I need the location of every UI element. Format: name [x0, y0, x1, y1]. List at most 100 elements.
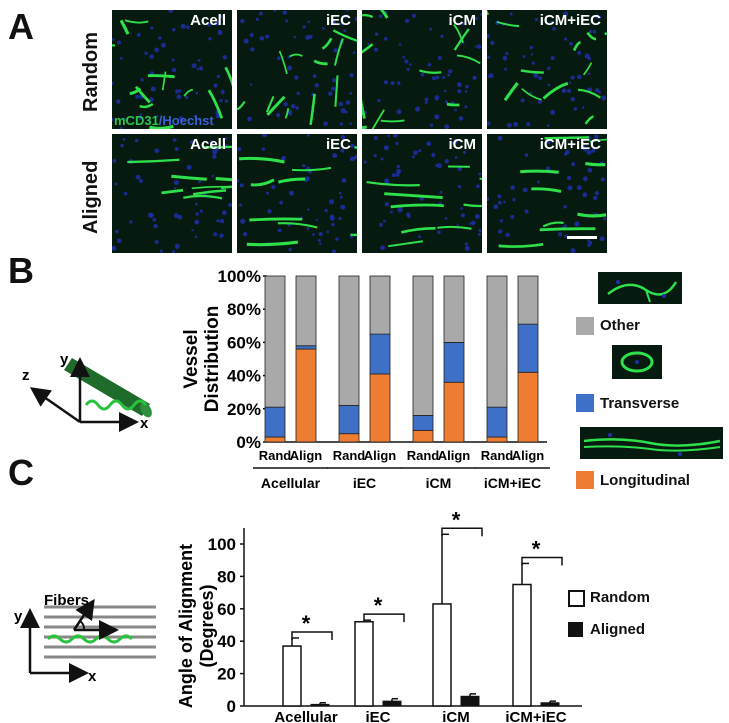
axis-label-z: z	[22, 367, 30, 384]
bar-random	[432, 603, 452, 707]
y-tick-label: 20	[217, 665, 236, 684]
micrograph-label: iCM+iEC	[539, 12, 601, 29]
bar-segment-transverse	[264, 406, 286, 438]
bar-segment-other	[443, 275, 465, 343]
legend-thumb-other	[598, 272, 682, 304]
bar-segment-other	[295, 275, 317, 347]
bar-aligned	[460, 695, 480, 707]
legend-swatch-other	[576, 317, 594, 335]
bar-segment-longitudinal	[369, 373, 391, 443]
bar-segment-longitudinal	[338, 433, 360, 443]
bar-segment-longitudinal	[486, 436, 508, 443]
x-tick-label: Rand	[481, 448, 514, 463]
x-tick-label: Rand	[407, 448, 440, 463]
significance-bracket	[521, 556, 563, 566]
micrograph-random-iec: iEC	[237, 10, 357, 129]
bar-segment-other	[412, 275, 434, 416]
legend-swatch-aligned	[568, 622, 583, 637]
row-label-random: Random	[80, 32, 102, 112]
y-tick-label: 40%	[227, 367, 261, 386]
legend-swatch-transverse	[576, 394, 594, 412]
x-tick-label: Align	[438, 448, 471, 463]
panel-letter-c: C	[8, 452, 34, 493]
wavy-vessel-icon	[84, 399, 148, 411]
bar-segment-longitudinal	[264, 436, 286, 443]
x-tick-label: iEC	[365, 709, 390, 723]
micrograph-random-icm-iec: iCM+iEC	[487, 10, 607, 129]
fiber-schematic-c: Fibers y x	[14, 592, 156, 685]
legend-thumb-transverse	[612, 345, 662, 379]
group-label: Acellular	[261, 475, 321, 491]
micrograph-label: iCM	[448, 12, 477, 29]
bar-segment-longitudinal	[295, 348, 317, 443]
micrograph-aligned-iec: iEC	[237, 134, 357, 253]
bar-segment-transverse	[443, 342, 465, 383]
bar-segment-transverse	[369, 333, 391, 375]
significance-bracket	[441, 527, 483, 537]
axis-label-y: y	[14, 608, 23, 625]
bar-segment-other	[369, 275, 391, 335]
legend-label-other: Other	[600, 317, 641, 334]
bar-segment-longitudinal	[517, 371, 539, 443]
legend-label-random: Random	[590, 589, 650, 606]
legend-label-transverse: Transverse	[600, 395, 680, 412]
y-tick-label: 100	[208, 535, 236, 554]
bar-segment-longitudinal	[412, 429, 434, 443]
legend-label-aligned: Aligned	[590, 621, 645, 638]
bar-aligned	[540, 702, 560, 707]
group-label: iCM	[426, 475, 452, 491]
y-tick-label: 0%	[236, 433, 261, 452]
x-tick-label: iCM+iEC	[505, 709, 566, 723]
bar-segment-transverse	[517, 323, 539, 373]
x-tick-label: Acellular	[274, 709, 338, 723]
legend-label-longitudinal: Longitudinal	[600, 472, 690, 489]
x-tick-label: Align	[364, 448, 397, 463]
axis-label-y: y	[60, 351, 69, 368]
bar-aligned	[382, 700, 402, 707]
y-tick-label: 100%	[218, 267, 261, 286]
micrograph-random-icm: iCM	[362, 10, 482, 129]
x-tick-label: Align	[512, 448, 545, 463]
bar-segment-other	[486, 275, 508, 408]
y-tick-label: 40	[217, 632, 236, 651]
y-tick-label: 60	[217, 600, 236, 619]
bar-random	[354, 621, 374, 707]
vessel-tube-icon	[64, 358, 152, 418]
y-axis-label: VesselDistribution	[181, 306, 223, 413]
x-tick-label: Rand	[259, 448, 292, 463]
group-label: iEC	[353, 475, 376, 491]
row-label-aligned: Aligned	[80, 160, 102, 234]
fibers-label: Fibers	[44, 592, 89, 609]
micrograph-aligned-acell: Acell	[112, 134, 232, 253]
y-tick-label: 20%	[227, 400, 261, 419]
y-tick-label: 0	[227, 697, 236, 716]
bar-segment-other	[338, 275, 360, 406]
bar-random	[512, 583, 532, 707]
significance-star: *	[374, 593, 383, 618]
micrograph-label: iEC	[325, 12, 351, 29]
bar-segment-transverse	[295, 345, 317, 350]
scale-bar	[567, 236, 597, 239]
micrograph-label: Acell	[190, 136, 226, 153]
micrograph-label: iCM+iEC	[539, 136, 601, 153]
x-tick-label: iCM	[442, 709, 470, 723]
legend-swatch-longitudinal	[576, 471, 594, 489]
axis-label-x: x	[140, 415, 149, 432]
y-tick-label: 80%	[227, 300, 261, 319]
stain-label: mCD31/Hoechst	[114, 113, 214, 128]
bar-segment-transverse	[338, 405, 360, 435]
x-tick-label: Rand	[333, 448, 366, 463]
bar-segment-other	[517, 275, 539, 325]
significance-bracket	[291, 631, 333, 640]
y-tick-label: 60%	[227, 333, 261, 352]
micrograph-label: iEC	[325, 136, 351, 153]
bar-aligned	[310, 703, 330, 707]
group-label: iCM+iEC	[484, 475, 541, 491]
micrograph-label: Acell	[190, 12, 226, 29]
axis-label-x: x	[88, 668, 97, 685]
y-axis-label: Angle of Alignment(Degrees)	[176, 544, 217, 708]
axis-schematic-b: y x z	[22, 351, 152, 432]
panel-letter-b: B	[8, 250, 34, 291]
significance-star: *	[532, 536, 541, 561]
